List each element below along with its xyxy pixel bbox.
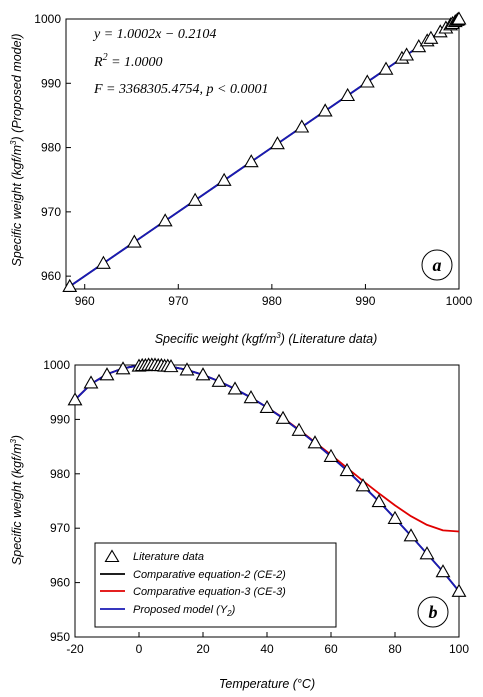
chart-b-x-axis-label: Temperature (°C) (219, 677, 315, 691)
chart-a-data-point (216, 172, 232, 186)
chart-b-y-tick-label: 1000 (43, 358, 70, 372)
chart-b-x-tick-label: 20 (196, 642, 210, 656)
chart-b-y-tick-label: 950 (50, 630, 70, 644)
chart-b-series-ce3 (74, 364, 460, 533)
chart-b-data-point (355, 478, 371, 492)
legend-label-proposed: Proposed model (Y2) (133, 604, 236, 618)
chart-a-x-tick-label: 970 (168, 294, 188, 308)
chart-b-data-point (115, 361, 131, 375)
chart-a-x-tick-label: 960 (75, 294, 95, 308)
chart-b-y-tick-label: 960 (50, 576, 70, 590)
chart-b-data-point (259, 399, 275, 413)
chart-b-y-tick-label: 990 (50, 412, 70, 426)
chart-a-data-point (340, 87, 356, 102)
chart-a-data-point (270, 136, 285, 150)
chart-a-y-axis-label: Specific weight (kgf/m3) (Proposed model… (9, 33, 24, 266)
chart-b-panel-label-circle (417, 596, 449, 628)
chart-b-series (67, 357, 467, 597)
chart-b-x-tick-label: -20 (66, 642, 84, 656)
chart-a-x-tick-label: 980 (262, 294, 282, 308)
chart-b-data-point (99, 367, 115, 381)
chart-b-data-point (291, 422, 307, 436)
chart-b-y-tick-label: 980 (50, 467, 70, 481)
chart-b-data-point (67, 392, 83, 406)
chart-b-data-point (211, 373, 227, 387)
chart-a-data-point (294, 119, 310, 133)
chart-a-data-point (62, 278, 78, 292)
chart-a-data-point (317, 103, 333, 117)
chart-b-x-tick-label: 100 (449, 642, 469, 656)
chart-a-y-tick-label: 970 (41, 205, 61, 219)
chart-a-annotation-ftest: F = 3368305.4754, p < 0.0001 (93, 82, 268, 97)
chart-b-x-tick-label: 80 (388, 642, 402, 656)
chart-a-y-tick-label: 990 (41, 76, 61, 90)
chart-b-x-tick-label: 0 (136, 642, 143, 656)
chart-b-data-point (403, 528, 419, 542)
chart-b-data-point (163, 359, 179, 373)
chart-a-data-point (187, 192, 203, 206)
chart-b-x-tick-label: 60 (324, 642, 338, 656)
chart-a-x-tick-label: 1000 (446, 294, 473, 308)
chart-b-data-point (371, 493, 387, 508)
chart-b-data-point (227, 381, 243, 395)
chart-a-plot-frame (65, 18, 460, 290)
legend-marker-literature (104, 549, 120, 563)
chart-b-y-axis-label: Specific weight (kgf/m3) (9, 435, 24, 565)
chart-a-x-tick-label: 990 (355, 294, 375, 308)
chart-b-data-point (387, 510, 403, 524)
chart-b-data-point (179, 362, 195, 376)
chart-a: 960 970 980 990 1000 960 970 980 990 1000 y = 1.0… (9, 11, 473, 346)
chart-b-data-point (339, 462, 355, 477)
legend-label-ce3: Comparative equation-3 (CE-3) (133, 586, 286, 598)
chart-b-data-point (275, 410, 291, 424)
chart-a-y-tick-label: 960 (41, 269, 61, 283)
chart-a-data-point (399, 47, 415, 61)
chart-a-data-point (378, 61, 394, 75)
chart-a-axes: 960 970 980 990 1000 960 970 980 990 1000 (34, 12, 472, 308)
chart-a-y-tick-label: 1000 (34, 12, 61, 26)
chart-a-data-point (359, 74, 375, 88)
chart-a-panel-label: a (433, 255, 442, 275)
chart-a-data-point (451, 11, 467, 25)
chart-a-data-point (157, 213, 173, 227)
chart-a-x-axis-label: Specific weight (kgf/m3) (Literature dat… (155, 331, 378, 346)
chart-b-data-point (451, 583, 467, 597)
chart-a-annotation-r2: R2 = 1.0000 (93, 52, 163, 70)
chart-a-data-point (95, 255, 111, 269)
chart-a-data-point (126, 234, 142, 248)
chart-b-panel-label: b (429, 602, 438, 622)
chart-b-data-point (195, 367, 211, 381)
chart-b-data-point (323, 448, 339, 462)
legend-label-ce2: Comparative equation-2 (CE-2) (133, 569, 286, 581)
chart-b-data-point (307, 435, 323, 449)
chart-a-y-tick-label: 980 (41, 141, 61, 155)
chart-b-data-point (435, 564, 451, 578)
chart-b-data-point (243, 390, 259, 404)
chart-a-annotation-equation: y = 1.0002x − 0.2104 (92, 27, 216, 42)
chart-b: -20 0 20 40 60 80 100 950 960 970 980 990 1000 Liter… (9, 357, 469, 691)
legend-box (94, 542, 337, 628)
chart-b-y-tick-label: 970 (50, 521, 70, 535)
chart-a-series (62, 11, 467, 292)
chart-b-x-tick-label: 40 (260, 642, 274, 656)
chart-a-data-point (243, 154, 259, 168)
chart-a-panel-label-circle (421, 249, 453, 281)
legend-label-literature: Literature data (133, 551, 204, 563)
chart-b-legend: Literature data Comparative equation-2 (… (94, 542, 337, 628)
chart-b-data-point (419, 546, 435, 560)
chart-b-data-point (83, 375, 99, 389)
chart-a-data-point (423, 30, 439, 44)
chart-b-axes: -20 0 20 40 60 80 100 950 960 970 980 990 1000 (43, 358, 469, 656)
